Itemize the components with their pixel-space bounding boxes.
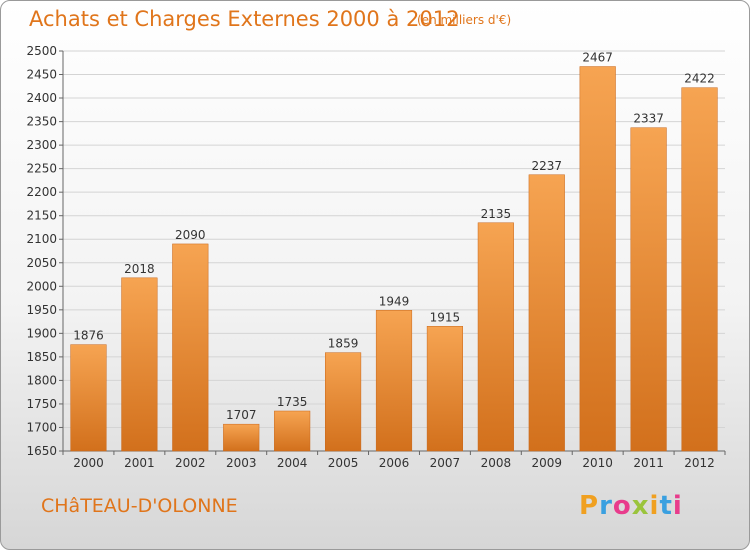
- brand-letter: i: [672, 491, 683, 521]
- bar: [579, 66, 616, 452]
- labels: 1876 2000 2018 2001 2090 2002 1707 2003 1735 2004…: [73, 51, 715, 470]
- bar-value-label: 2135: [481, 207, 512, 221]
- y-tick-label: 1850: [26, 350, 57, 364]
- bar: [70, 344, 107, 452]
- bar-value-label: 2467: [582, 51, 613, 65]
- bar: [681, 87, 718, 452]
- brand-letter: P: [579, 491, 600, 521]
- bar: [528, 174, 565, 452]
- x-tick-label: 2001: [124, 456, 155, 470]
- y-tick-label: 1900: [26, 326, 57, 340]
- bar-value-label: 2090: [175, 228, 206, 242]
- brand-letter: o: [612, 491, 632, 521]
- bar: [223, 423, 260, 452]
- y-tick-label: 2350: [26, 115, 57, 129]
- bar: [274, 410, 311, 452]
- brand-letter: r: [599, 491, 613, 521]
- bar-value-label: 2018: [124, 262, 155, 276]
- bar: [426, 326, 463, 452]
- bar-value-label: 2237: [531, 159, 562, 173]
- y-tick-label: 1650: [26, 444, 57, 458]
- brand-letter: i: [649, 491, 660, 521]
- bar-value-label: 2337: [633, 112, 664, 126]
- brand-letter: t: [659, 491, 673, 521]
- bar-value-label: 1707: [226, 408, 257, 422]
- proxiti-logo[interactable]: Proxiti: [579, 491, 683, 521]
- chart-subtitle: (en milliers d'€): [417, 13, 512, 27]
- x-tick-label: 2002: [175, 456, 206, 470]
- x-tick-label: 2005: [328, 456, 359, 470]
- y-tick-label: 1700: [26, 420, 57, 434]
- bar-value-label: 1915: [430, 310, 461, 324]
- x-tick-label: 2000: [73, 456, 104, 470]
- y-tick-label: 1750: [26, 397, 57, 411]
- bar-value-label: 1949: [379, 294, 410, 308]
- y-tick-label: 1950: [26, 303, 57, 317]
- bar-value-label: 1876: [73, 329, 104, 343]
- x-tick-label: 2003: [226, 456, 257, 470]
- x-tick-label: 2004: [277, 456, 308, 470]
- place-name: CHâTEAU-D'OLONNE: [41, 495, 238, 517]
- bar: [375, 310, 413, 452]
- y-tick-label: 2150: [26, 209, 57, 223]
- bar-value-label: 1859: [328, 337, 359, 351]
- y-tick-label: 2250: [26, 162, 57, 176]
- x-tick-label: 2006: [379, 456, 410, 470]
- x-tick-label: 2011: [633, 456, 664, 470]
- bar: [477, 222, 514, 452]
- y-tick-label: 1800: [26, 373, 57, 387]
- x-tick-label: 2012: [684, 456, 715, 470]
- y-tick-label: 2200: [26, 185, 57, 199]
- y-tick-label: 2400: [26, 91, 57, 105]
- x-tick-label: 2007: [430, 456, 461, 470]
- y-tick-label: 2500: [26, 44, 57, 58]
- x-tick-label: 2009: [531, 456, 562, 470]
- bar: [630, 127, 667, 452]
- bar: [325, 352, 362, 452]
- x-tick-label: 2010: [582, 456, 613, 470]
- y-tick-label: 2000: [26, 279, 57, 293]
- y-tick-label: 2300: [26, 138, 57, 152]
- y-tick-label: 2050: [26, 256, 57, 270]
- bar-value-label: 2422: [684, 72, 715, 86]
- bar-value-label: 1735: [277, 395, 308, 409]
- bar: [172, 243, 209, 452]
- brand-letter: x: [631, 491, 650, 521]
- y-tick-label: 2450: [26, 68, 57, 82]
- chart-title: Achats et Charges Externes 2000 à 2012: [29, 7, 460, 31]
- bar: [121, 277, 158, 452]
- x-tick-label: 2008: [481, 456, 512, 470]
- y-tick-label: 2100: [26, 232, 57, 246]
- bars: [70, 66, 718, 452]
